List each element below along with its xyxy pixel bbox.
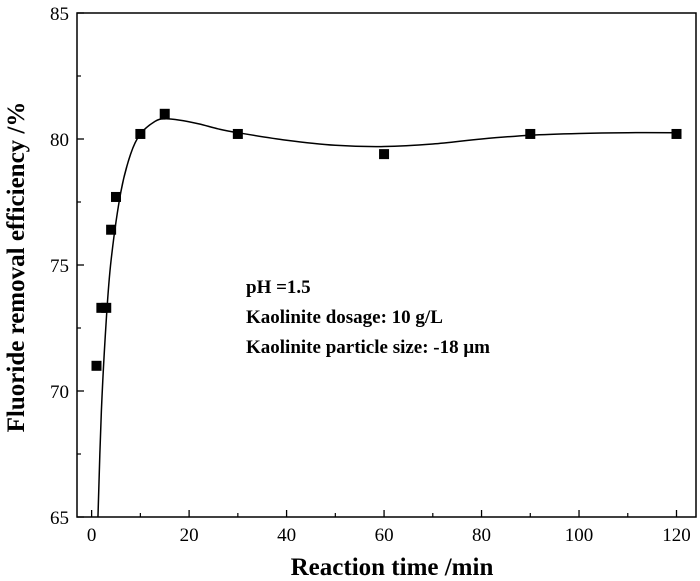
y-tick-label: 80 xyxy=(50,130,69,151)
y-tick-label: 65 xyxy=(50,508,69,529)
data-point-marker xyxy=(135,128,146,139)
data-point-marker xyxy=(110,191,121,202)
x-tick-label: 120 xyxy=(662,525,691,546)
annotation-ph: pH =1.5 xyxy=(246,277,311,298)
axis-ticks: 0 20 40 60 80 100 120 65 70 75 80 85 xyxy=(50,4,691,546)
data-point-marker xyxy=(525,128,536,139)
data-point-marker xyxy=(101,302,112,313)
y-tick-label: 75 xyxy=(50,256,69,277)
x-tick-label: 60 xyxy=(375,525,394,546)
x-tick-label: 80 xyxy=(472,525,491,546)
y-tick-label: 85 xyxy=(50,4,69,25)
data-point-marker xyxy=(379,149,390,160)
x-tick-label: 20 xyxy=(180,525,199,546)
x-tick-label: 100 xyxy=(565,525,594,546)
data-point-marker xyxy=(232,128,243,139)
y-tick-label: 70 xyxy=(50,382,69,403)
plot-frame xyxy=(76,12,697,518)
fit-curve-layer xyxy=(97,118,677,518)
annotation-dosage: Kaolinite dosage: 10 g/L xyxy=(246,307,443,328)
x-axis-title: Reaction time /min xyxy=(291,554,494,581)
data-points-layer xyxy=(91,108,682,371)
data-point-marker xyxy=(91,360,102,371)
data-point-marker xyxy=(159,108,170,119)
fit-curve-line xyxy=(97,118,677,518)
x-tick-label: 0 xyxy=(87,525,97,546)
y-axis-title: Fluoride removal efficiency /% xyxy=(3,102,30,433)
x-tick-label: 40 xyxy=(277,525,296,546)
data-point-marker xyxy=(106,224,117,235)
annotation-particle-size: Kaolinite particle size: -18 μm xyxy=(246,337,490,358)
data-point-marker xyxy=(671,128,682,139)
